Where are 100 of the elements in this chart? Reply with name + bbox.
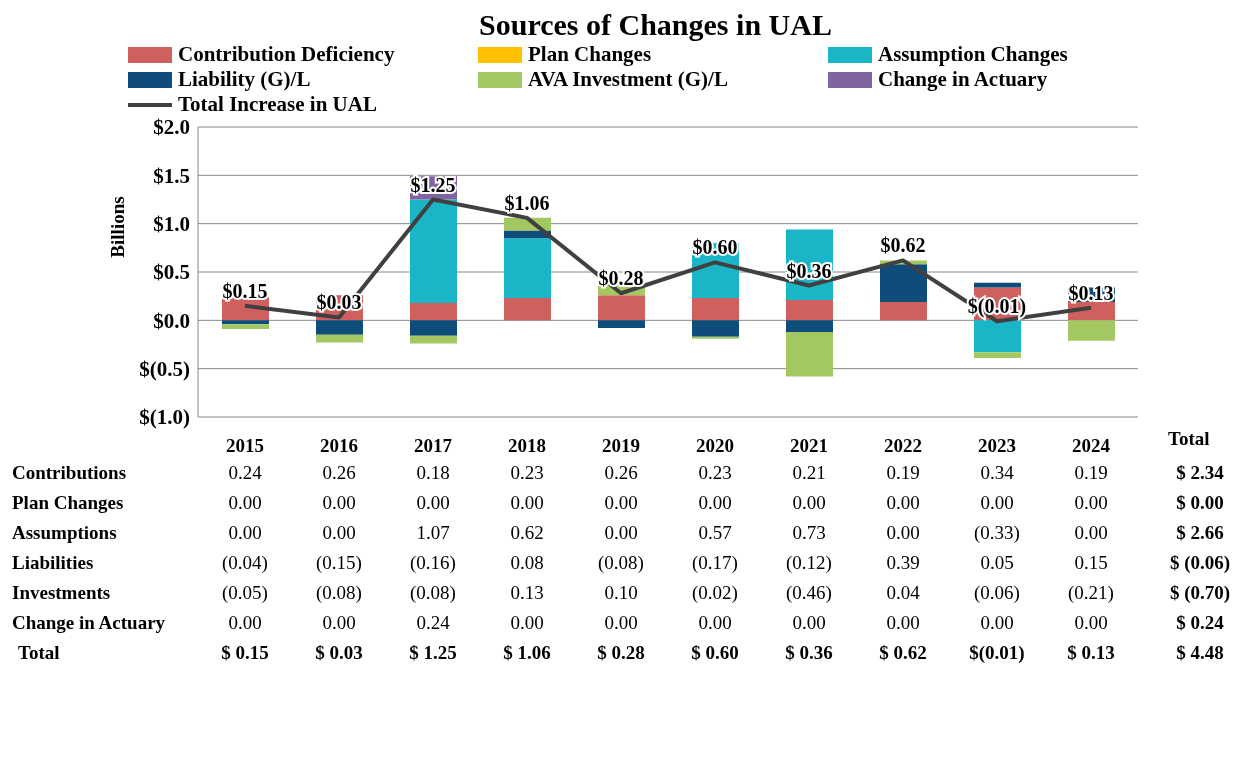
text: $(0.01) <box>968 642 1026 664</box>
data-label: $0.62 <box>880 234 926 257</box>
bar <box>786 300 833 321</box>
data-label: 0.08 <box>509 552 545 574</box>
bar <box>410 320 457 336</box>
data-label: (0.06) <box>973 582 1021 604</box>
data-label: (0.12) <box>785 552 833 574</box>
data-label: 0.24 <box>415 612 451 634</box>
text: $ 1.25 <box>408 642 458 664</box>
data-label: 0.05 <box>979 552 1015 574</box>
legend-label: Liability (G)/L <box>178 67 311 92</box>
data-label: 0.00 <box>885 492 921 514</box>
bar <box>598 295 645 321</box>
text: $ 0.03 <box>314 642 364 664</box>
x-tick-label: 2021 <box>790 435 828 457</box>
data-label: 0.00 <box>979 492 1015 514</box>
data-label: 0.23 <box>509 462 545 484</box>
data-label: (0.04) <box>221 552 269 574</box>
text: Investments <box>12 582 111 604</box>
data-label: (0.16) <box>409 552 457 574</box>
text: Plan Changes <box>12 492 124 514</box>
data-label: (0.02) <box>691 582 739 604</box>
data-label: 0.73 <box>791 522 827 544</box>
text: Contributions <box>12 462 127 484</box>
bar <box>410 199 457 303</box>
text: $ 0.28 <box>596 642 646 664</box>
y-tick-label: $0.0 <box>153 308 190 333</box>
bar <box>222 324 269 330</box>
data-label: 0.00 <box>227 492 263 514</box>
text: $ 4.48 <box>1175 642 1225 664</box>
text: Assumptions <box>12 522 117 544</box>
data-label: 0.00 <box>697 492 733 514</box>
bar <box>504 298 551 321</box>
bar <box>692 320 739 337</box>
text: $ 0.24 <box>1175 612 1225 634</box>
x-tick-label: 2015 <box>226 435 264 457</box>
legend-label: Plan Changes <box>528 42 652 67</box>
legend-label: Contribution Deficiency <box>178 42 395 67</box>
data-label: 0.39 <box>885 552 921 574</box>
text: $ 1.06 <box>502 642 552 664</box>
data-label: 0.00 <box>603 492 639 514</box>
y-axis-title: Billions <box>107 196 129 258</box>
data-label: 0.00 <box>791 492 827 514</box>
data-label: 0.26 <box>321 462 357 484</box>
y-tick-label: $0.5 <box>153 260 190 285</box>
text: $ 0.36 <box>784 642 834 664</box>
bar <box>316 320 363 335</box>
data-label: 0.26 <box>603 462 639 484</box>
data-label: 0.04 <box>885 582 921 604</box>
data-label: (0.08) <box>597 552 645 574</box>
data-label: 0.19 <box>1073 462 1109 484</box>
x-tick-label: 2019 <box>602 435 640 457</box>
legend-label: Total Increase in UAL <box>178 92 377 117</box>
bar <box>880 301 927 321</box>
data-label: 0.19 <box>885 462 921 484</box>
text: Liabilities <box>12 552 94 574</box>
data-label: 0.15 <box>1073 552 1109 574</box>
data-label: 0.00 <box>321 612 357 634</box>
text: Change in Actuary <box>12 612 166 634</box>
data-label: 0.00 <box>603 612 639 634</box>
data-label: 0.00 <box>321 522 357 544</box>
x-tick-label: 2018 <box>508 435 546 457</box>
bar <box>222 320 269 325</box>
data-label: 0.00 <box>885 522 921 544</box>
bar <box>786 320 833 332</box>
bar <box>598 320 645 329</box>
data-label: (0.46) <box>785 582 833 604</box>
bar <box>316 334 363 343</box>
data-label: $0.13 <box>1068 281 1114 304</box>
bar <box>974 320 1021 353</box>
data-label: $1.25 <box>410 173 456 196</box>
x-tick-label: 2022 <box>884 435 922 457</box>
chart-title: Sources of Changes in UAL <box>478 8 833 42</box>
data-label: 0.34 <box>979 462 1015 484</box>
text: $ 0.15 <box>220 642 270 664</box>
data-label: (0.21) <box>1067 582 1115 604</box>
data-label: (0.08) <box>409 582 457 604</box>
data-label: 0.00 <box>791 612 827 634</box>
data-label: (0.33) <box>973 522 1021 544</box>
bar <box>410 335 457 344</box>
data-label: 0.00 <box>227 612 263 634</box>
data-label: 0.00 <box>979 612 1015 634</box>
text: Total <box>1168 428 1210 450</box>
data-label: 0.18 <box>415 462 451 484</box>
data-label: 0.00 <box>321 492 357 514</box>
text: $ 2.34 <box>1175 462 1225 484</box>
data-label: 0.00 <box>415 492 451 514</box>
data-label: (0.15) <box>315 552 363 574</box>
legend-label: AVA Investment (G)/L <box>528 67 728 92</box>
data-label: 0.21 <box>791 462 827 484</box>
data-label: (0.17) <box>691 552 739 574</box>
data-label: (0.08) <box>315 582 363 604</box>
text: $ (0.06) <box>1168 552 1232 574</box>
bar <box>410 302 457 321</box>
x-tick-label: 2023 <box>978 435 1016 457</box>
text: $ (0.70) <box>1168 582 1232 604</box>
x-tick-label: 2020 <box>696 435 734 457</box>
data-label: 0.10 <box>603 582 639 604</box>
data-label: 0.13 <box>509 582 545 604</box>
bar <box>786 331 833 377</box>
